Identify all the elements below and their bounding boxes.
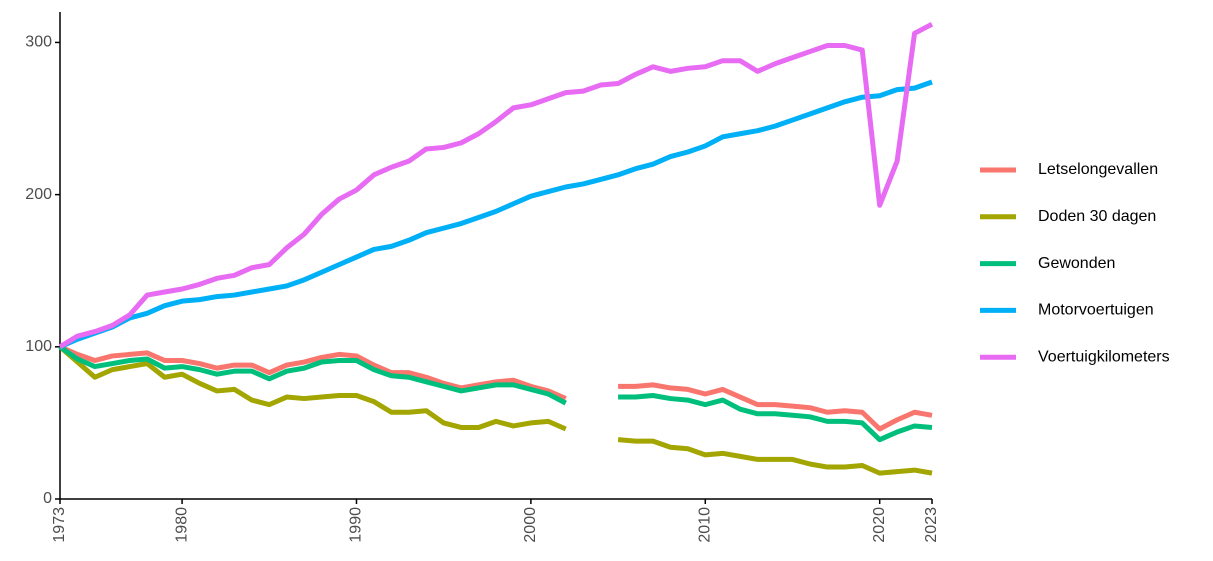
y-tick-label: 200 [25, 186, 52, 203]
series-line [59, 79, 933, 350]
series-line [58, 344, 567, 432]
x-tick-label: 2023 [923, 507, 940, 543]
legend: Letselongevallen Doden 30 dagen Gewonden Mo… [980, 161, 1170, 365]
series-line [618, 393, 933, 443]
legend-label: Doden 30 dagen [1038, 208, 1156, 225]
x-tick-label: 2020 [871, 507, 888, 543]
y-tick-label: 300 [25, 34, 52, 51]
series-line [58, 344, 567, 406]
x-tick-label: 2010 [696, 507, 713, 543]
legend-label: Letselongevallen [1038, 161, 1158, 178]
y-tick-label: 0 [43, 490, 52, 507]
x-tick-label: 1973 [51, 507, 68, 543]
series-line [618, 382, 933, 432]
y-tick-label: 100 [25, 338, 52, 355]
x-tick-label: 1980 [173, 507, 190, 543]
series-line [617, 437, 933, 476]
series-line [58, 21, 934, 349]
legend-label: Motorvoertuigen [1038, 302, 1154, 319]
legend-label: Voertuigkilometers [1038, 348, 1170, 365]
x-tick-label: 2000 [522, 507, 539, 543]
x-tick-label: 1990 [348, 507, 365, 543]
legend-label: Gewonden [1038, 255, 1115, 272]
series-line [59, 344, 567, 401]
